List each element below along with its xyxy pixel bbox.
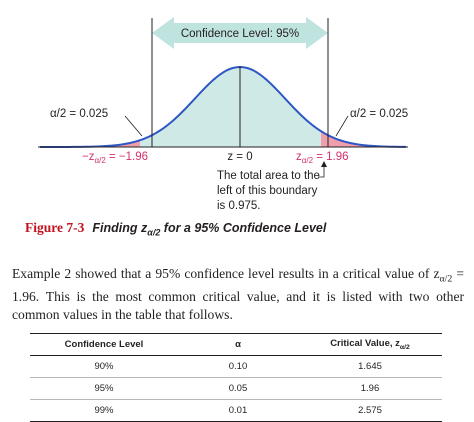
body-paragraph: Example 2 showed that a 95% confidence l…: [12, 266, 464, 322]
alpha-left-label: α/2 = 0.025: [50, 108, 108, 120]
table-cell: 95%: [30, 377, 178, 400]
table-cell: 0.10: [178, 355, 298, 378]
alpha-right-leader: [335, 115, 349, 137]
header-alpha: α: [178, 333, 298, 356]
header-critical-value: Critical Value, zα/2: [298, 333, 442, 356]
confidence-level-arrow: [152, 17, 328, 49]
table-row: 90% 0.10 1.645: [30, 355, 442, 378]
figure-caption: Figure 7-3 Finding zα/2 for a 95% Confide…: [25, 220, 326, 238]
table-cell: 0.05: [178, 377, 298, 400]
annotation-arrowhead: [321, 161, 327, 167]
critical-values-table: Confidence Level α Critical Value, zα/2 …: [30, 333, 442, 422]
table-cell: 2.575: [298, 399, 442, 422]
figure-title: Finding zα/2 for a 95% Confidence Level: [92, 221, 327, 238]
table-cell: 1.645: [298, 355, 442, 378]
boundary-annotation: The total area to the left of this bound…: [217, 170, 320, 212]
left-tail-area: [40, 67, 140, 147]
table-cell: 1.96: [298, 377, 442, 400]
annotation-arrow: [318, 166, 325, 178]
table-row: 95% 0.05 1.96: [30, 377, 442, 400]
confidence-level-label: Confidence Level: 95%: [181, 28, 299, 40]
annotation-line-3: is 0.975.: [217, 200, 260, 212]
z-right-label: zα/2 = 1.96: [296, 151, 349, 165]
table-cell: 0.01: [178, 399, 298, 422]
alpha-left-leader: [124, 115, 143, 137]
normal-distribution-figure: Confidence Level: 95% α/2 = 0.025 α/2 = …: [38, 17, 408, 212]
annotation-line-1: The total area to the: [217, 170, 320, 182]
table-cell: 99%: [30, 399, 178, 422]
table-header-row: Confidence Level α Critical Value, zα/2: [30, 333, 442, 356]
right-tail-area: [321, 67, 406, 147]
z-center-label: z = 0: [227, 151, 252, 163]
table-cell: 90%: [30, 355, 178, 378]
header-confidence-level: Confidence Level: [30, 333, 178, 356]
figure-number: Figure 7-3: [25, 220, 85, 235]
table-row: 99% 0.01 2.575: [30, 399, 442, 422]
alpha-right-label: α/2 = 0.025: [350, 108, 408, 120]
z-left-label: −zα/2 = −1.96: [82, 151, 148, 165]
normal-curve: [39, 65, 407, 148]
annotation-line-2: left of this boundary: [217, 185, 318, 197]
